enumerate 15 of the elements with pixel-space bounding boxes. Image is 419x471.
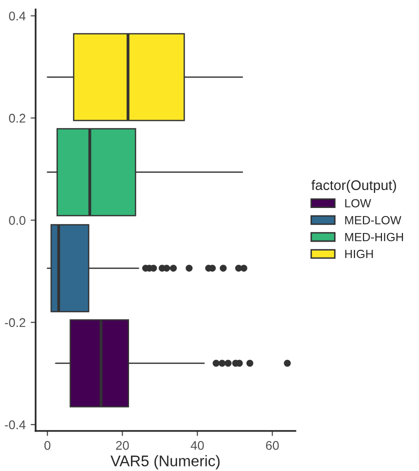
x-tick-label: 40 <box>190 441 204 450</box>
legend-title: factor(Output) <box>311 180 396 193</box>
x-tick-label: 20 <box>116 441 129 450</box>
legend-label: MED-LOW <box>345 216 402 224</box>
y-tick-label: 0.2 <box>9 114 26 123</box>
x-axis-title: VAR5 (Numeric) <box>110 455 220 470</box>
x-tick-label: 60 <box>266 441 279 450</box>
y-tick-label: 0.4 <box>9 12 26 20</box>
x-tick-label: 0 <box>44 441 50 450</box>
legend-label: MED-HIGH <box>345 232 403 242</box>
y-tick-label: -0.2 <box>4 318 26 328</box>
legend-label: HIGH <box>345 250 373 258</box>
legend-label: LOW <box>345 199 372 208</box>
y-tick-label: 0.0 <box>9 216 26 225</box>
y-tick-label: -0.4 <box>4 420 26 430</box>
